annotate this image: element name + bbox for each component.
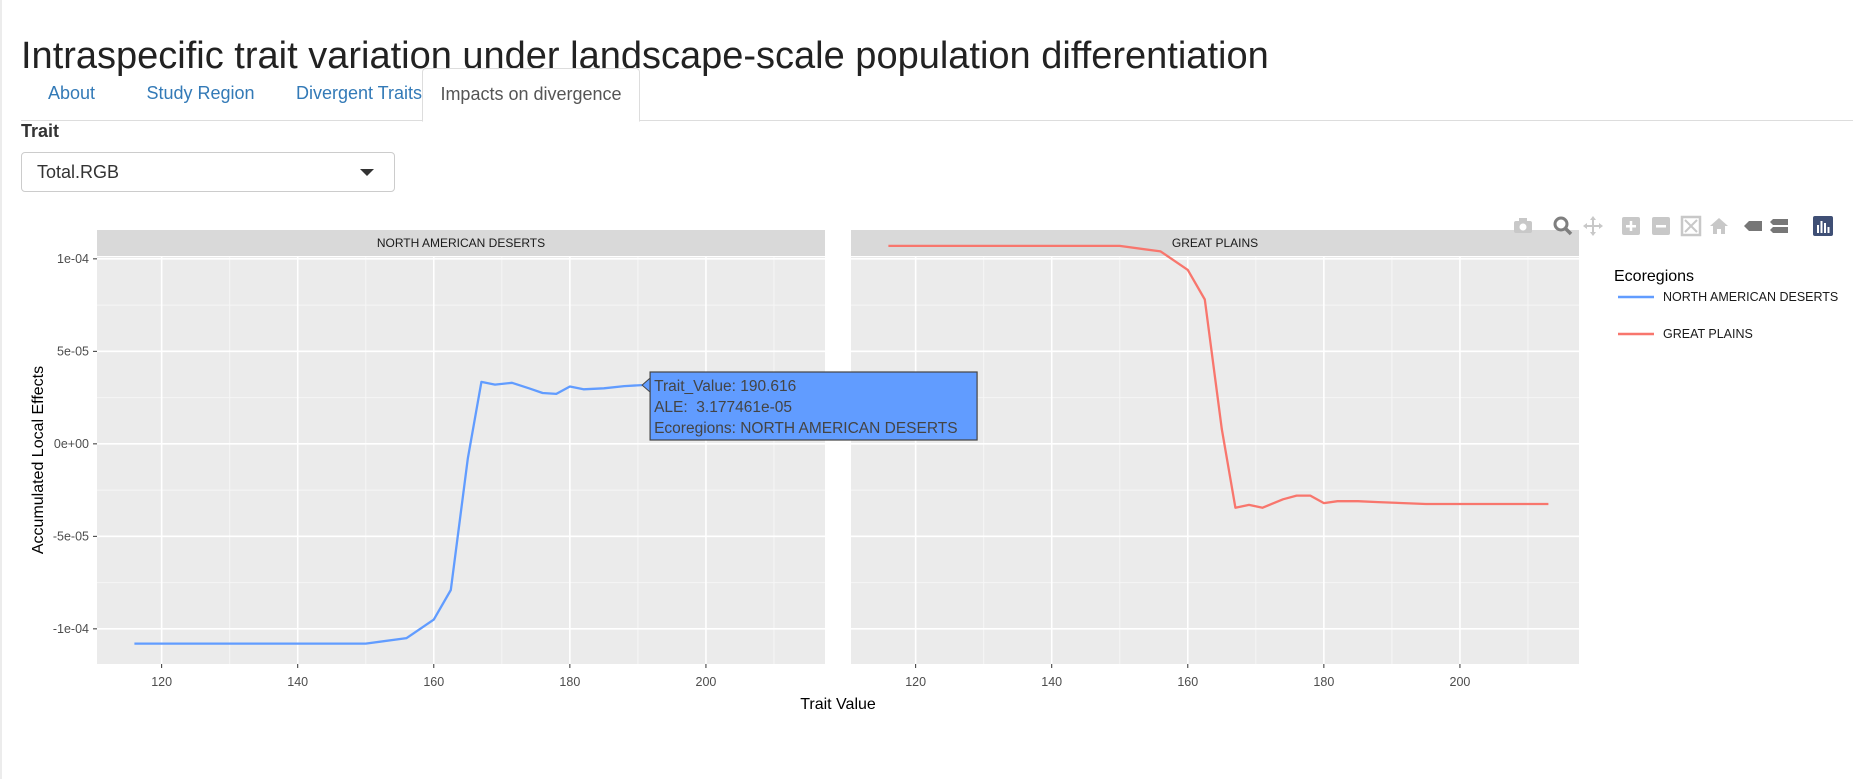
facet-strip bbox=[851, 230, 1579, 256]
facet-strip-label: GREAT PLAINS bbox=[1172, 236, 1258, 250]
y-tick-label: -1e-04 bbox=[53, 622, 89, 636]
caret-down-icon bbox=[360, 169, 374, 176]
x-tick-label: 140 bbox=[287, 675, 308, 689]
hover-tooltip-line: Trait_Value: 190.616 bbox=[654, 378, 796, 395]
tab-divergent-traits[interactable]: Divergent Traits bbox=[295, 83, 423, 103]
trait-select-value: Total.RGB bbox=[37, 162, 120, 182]
x-tick-label: 200 bbox=[696, 675, 717, 689]
x-tick-label: 160 bbox=[1177, 675, 1198, 689]
page-edge bbox=[0, 0, 2, 779]
y-tick-label: 0e+00 bbox=[54, 437, 89, 451]
x-tick-label: 120 bbox=[905, 675, 926, 689]
zoom-out-icon[interactable] bbox=[1649, 214, 1673, 238]
hover-closest-icon[interactable] bbox=[1741, 214, 1765, 238]
legend-label: NORTH AMERICAN DESERTS bbox=[1663, 290, 1838, 304]
pan-icon[interactable] bbox=[1581, 214, 1605, 238]
y-tick-label: 5e-05 bbox=[57, 344, 89, 358]
plotly-logo-icon[interactable] bbox=[1811, 214, 1835, 238]
tab-study-region[interactable]: Study Region bbox=[146, 83, 255, 103]
x-tick-label: 160 bbox=[423, 675, 444, 689]
trait-label: Trait bbox=[21, 121, 60, 141]
hover-tooltip-line: ALE: 3.177461e-05 bbox=[654, 399, 792, 416]
x-tick-label: 120 bbox=[151, 675, 172, 689]
tab-about[interactable]: About bbox=[47, 83, 96, 103]
hover-compare-icon[interactable] bbox=[1767, 214, 1791, 238]
legend-label: GREAT PLAINS bbox=[1663, 327, 1753, 341]
hover-tooltip bbox=[649, 371, 978, 441]
zoom-in-icon[interactable] bbox=[1619, 214, 1643, 238]
y-axis-title: Accumulated Local Effects bbox=[30, 366, 47, 554]
x-tick-label: 180 bbox=[1313, 675, 1334, 689]
tab-impacts-on-divergence[interactable]: Impacts on divergence bbox=[422, 68, 640, 122]
page-title: Intraspecific trait variation under land… bbox=[21, 35, 1269, 78]
plot-modebar bbox=[1495, 214, 1853, 240]
hover-tooltip-line: Ecoregions: NORTH AMERICAN DESERTS bbox=[654, 420, 957, 437]
facet-strip bbox=[97, 230, 825, 256]
zoom-icon[interactable] bbox=[1551, 214, 1575, 238]
tab-bar: About Study Region Divergent Traits Impa… bbox=[21, 68, 1853, 122]
x-tick-label: 200 bbox=[1450, 675, 1471, 689]
series-line-north-american-deserts bbox=[134, 380, 643, 645]
panel-background bbox=[97, 257, 825, 664]
panel-background bbox=[851, 257, 1579, 664]
autoscale-icon[interactable] bbox=[1679, 214, 1703, 238]
y-tick-label: 1e-04 bbox=[57, 252, 89, 266]
reset-axes-icon[interactable] bbox=[1707, 214, 1731, 238]
x-tick-label: 180 bbox=[559, 675, 580, 689]
trait-select[interactable]: Total.RGB bbox=[21, 152, 395, 192]
legend-title: Ecoregions bbox=[1614, 268, 1694, 285]
camera-icon[interactable] bbox=[1511, 214, 1535, 238]
series-line-great-plains bbox=[888, 244, 1549, 509]
facet-strip-label: NORTH AMERICAN DESERTS bbox=[377, 236, 545, 250]
y-tick-label: -5e-05 bbox=[53, 529, 89, 543]
x-axis-title: Trait Value bbox=[800, 696, 876, 713]
x-tick-label: 140 bbox=[1041, 675, 1062, 689]
